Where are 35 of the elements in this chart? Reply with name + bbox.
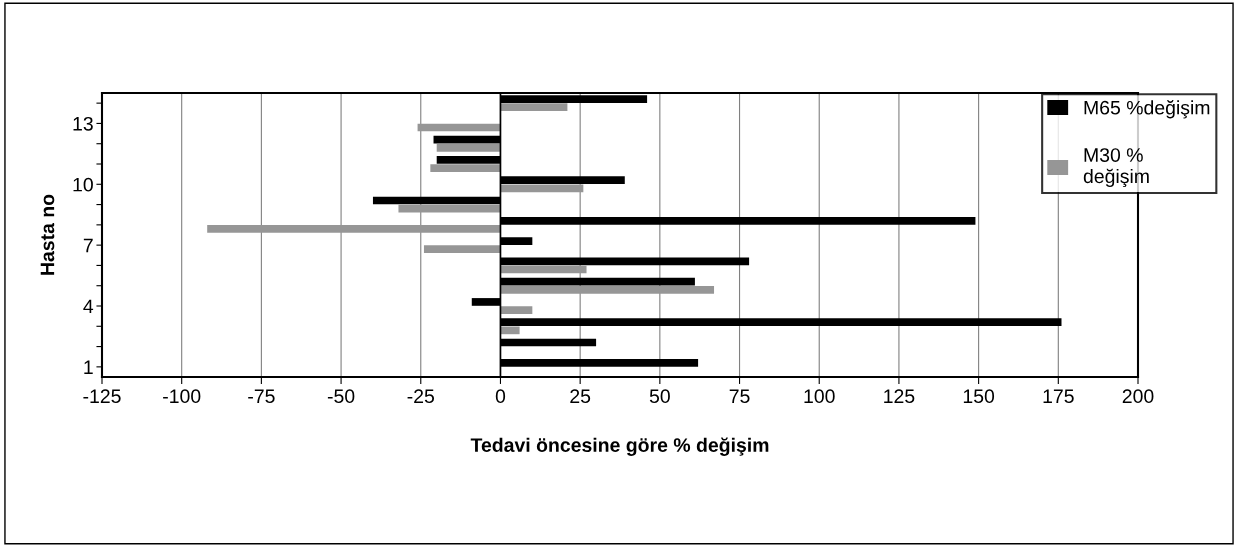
x-tick-label: -25 [407,389,435,404]
bar [500,184,584,193]
bar [500,285,715,294]
x-tick-label: 100 [804,389,835,404]
legend-label: M65 %değişim [1084,100,1210,119]
bar [436,143,501,152]
bar [398,204,501,213]
bar [207,225,501,233]
x-tick-label: 25 [570,389,591,404]
bar [417,123,501,132]
bar [423,245,501,254]
y-tick-label: 4 [83,299,94,314]
x-axis-title: Tedavi öncesine göre % değişim [470,437,769,456]
x-tick-label: -125 [83,389,121,404]
bar [500,103,568,112]
x-tick-label: 0 [495,389,506,404]
y-tick-label: 7 [83,238,93,253]
y-tick-label: 10 [73,177,93,192]
x-tick-label: -75 [248,389,275,404]
x-tick-label: -50 [327,389,355,404]
x-tick-label: 150 [963,389,995,404]
x-tick-label: 75 [729,389,750,404]
y-tick-label: 1 [84,360,93,374]
bar [500,306,533,314]
bar [500,326,520,335]
bar [430,164,501,172]
x-tick-label: -100 [163,389,201,404]
x-tick-label: 50 [649,389,670,404]
y-axis-title: Hasta no [40,194,55,275]
bar [500,265,587,274]
legend-label: M30 % değişim [1083,148,1149,188]
x-tick-label: 175 [1043,389,1074,404]
x-tick-label: 200 [1122,389,1154,404]
y-tick-label: 13 [73,116,93,131]
x-tick-label: 125 [884,389,915,404]
